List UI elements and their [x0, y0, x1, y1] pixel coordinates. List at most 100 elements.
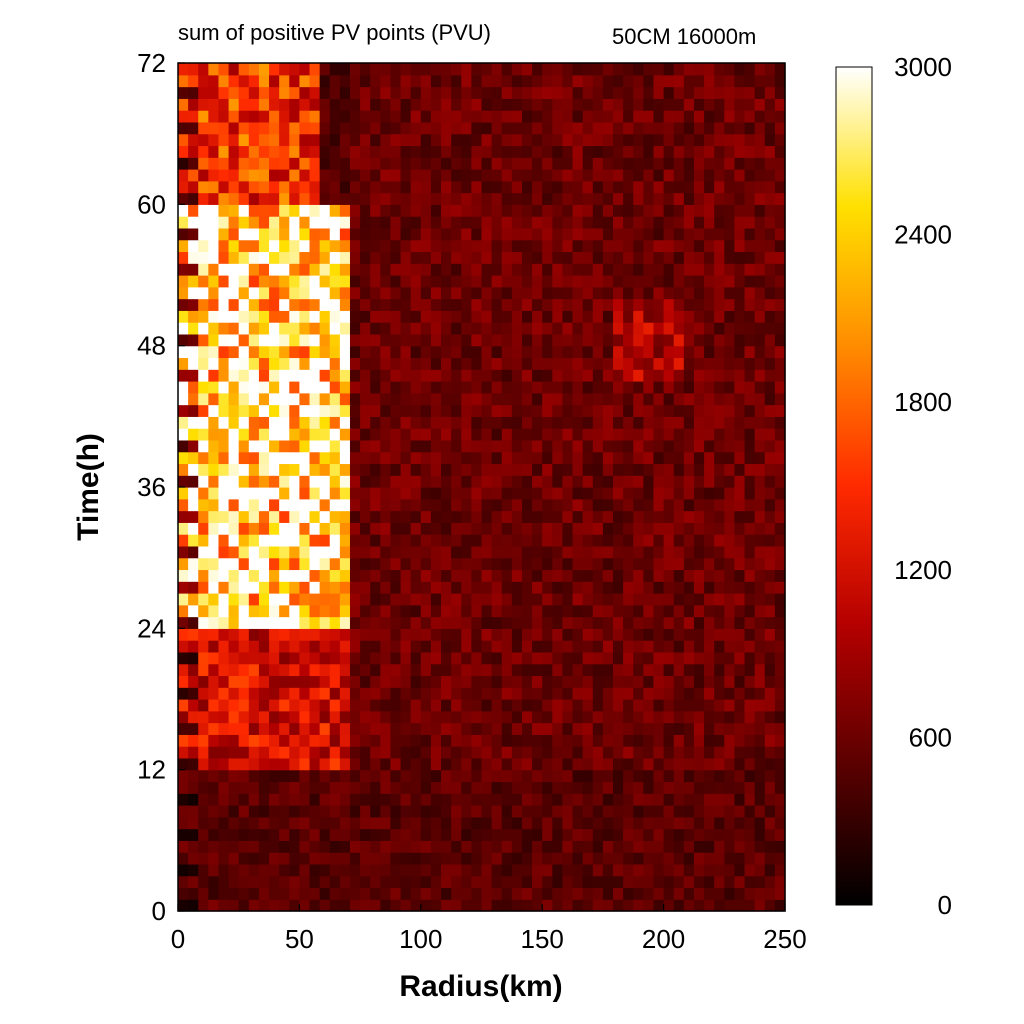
heatmap-cell [390, 263, 402, 276]
heatmap-cell [653, 428, 665, 441]
heatmap-cell [683, 663, 695, 677]
heatmap-cell [491, 722, 503, 735]
heatmap-cell [481, 805, 493, 818]
heatmap-cell [572, 710, 584, 724]
heatmap-cell [481, 534, 493, 547]
heatmap-cell [714, 875, 725, 889]
heatmap-cell [228, 781, 240, 794]
heatmap-cell [430, 510, 442, 523]
heatmap-cell [410, 463, 422, 476]
heatmap-cell [339, 887, 351, 900]
heatmap-cell [481, 557, 493, 571]
heatmap-cell [491, 899, 503, 912]
heatmap-cell [744, 746, 756, 759]
heatmap-cell [511, 475, 523, 488]
heatmap-cell [653, 204, 665, 217]
heatmap-cell [178, 757, 189, 771]
heatmap-cell [613, 651, 624, 665]
heatmap-cell [420, 216, 432, 229]
heatmap-cell [532, 640, 543, 653]
heatmap-cell [370, 522, 381, 535]
heatmap-cell [643, 98, 655, 111]
heatmap-cell [511, 581, 523, 594]
heatmap-cell [521, 816, 533, 830]
heatmap-cell [178, 63, 189, 76]
heatmap-cell [663, 133, 675, 147]
heatmap-cell [542, 899, 553, 912]
heatmap-cell [289, 133, 300, 147]
heatmap-cell [663, 628, 675, 641]
heatmap-cell [734, 239, 746, 253]
heatmap-cell [339, 157, 351, 170]
heatmap-cell [623, 899, 634, 912]
heatmap-cell [269, 381, 280, 394]
heatmap-cell [552, 239, 564, 253]
heatmap-cell [410, 381, 422, 394]
heatmap-cell [430, 463, 442, 476]
heatmap-cell [329, 322, 341, 335]
heatmap-cell [744, 98, 756, 111]
heatmap-cell [218, 710, 230, 724]
heatmap-cell [613, 392, 624, 406]
heatmap-cell [339, 239, 351, 253]
heatmap-cell [279, 687, 290, 700]
heatmap-cell [420, 651, 432, 665]
heatmap-cell [309, 145, 321, 158]
heatmap-cell [613, 298, 624, 311]
y-tick-label: 48 [137, 331, 166, 361]
heatmap-cell [552, 251, 564, 264]
heatmap-cell [339, 781, 351, 794]
heatmap-cell [228, 557, 240, 571]
heatmap-cell [562, 121, 574, 135]
heatmap-cell [269, 180, 280, 194]
heatmap-cell [461, 110, 472, 123]
heatmap-cell [461, 216, 472, 229]
heatmap-cell [360, 722, 371, 735]
heatmap-cell [693, 322, 705, 335]
heatmap-cell [178, 899, 189, 912]
heatmap-cell [643, 404, 655, 417]
heatmap-cell [420, 487, 432, 500]
heatmap-cell [734, 369, 746, 382]
heatmap-cell [673, 404, 685, 417]
heatmap-cell [471, 875, 483, 889]
heatmap-cell [774, 369, 786, 382]
heatmap-cell [582, 640, 594, 653]
heatmap-cell [258, 828, 270, 841]
heatmap-cell [188, 310, 199, 323]
heatmap-cell [208, 699, 220, 712]
heatmap-cell [602, 899, 614, 912]
heatmap-cell [724, 333, 736, 347]
heatmap-cell [451, 581, 462, 594]
heatmap-cell [178, 333, 189, 347]
heatmap-cell [360, 828, 371, 841]
heatmap-cell [764, 816, 776, 830]
heatmap-cell [643, 298, 655, 311]
heatmap-cell [441, 593, 452, 606]
heatmap-cell [693, 663, 705, 677]
heatmap-cell [613, 887, 624, 900]
heatmap-cell [491, 98, 503, 111]
heatmap-cell [178, 793, 189, 806]
heatmap-cell [613, 133, 624, 147]
heatmap-cell [279, 121, 290, 135]
heatmap-cell [623, 534, 634, 547]
heatmap-cell [734, 157, 746, 170]
heatmap-cell [238, 663, 250, 677]
heatmap-cell [279, 133, 290, 147]
heatmap-cell [623, 722, 634, 735]
heatmap-cell [623, 216, 634, 229]
heatmap-cell [501, 169, 513, 182]
heatmap-cell [754, 145, 766, 158]
heatmap-cell [238, 651, 250, 665]
heatmap-cell [309, 875, 321, 889]
heatmap-cell [714, 404, 725, 417]
heatmap-cell [521, 392, 533, 406]
heatmap-cell [319, 204, 331, 217]
heatmap-cell [774, 899, 786, 912]
heatmap-cell [228, 863, 240, 877]
heatmap-cell [471, 145, 483, 158]
heatmap-cell [552, 545, 564, 559]
heatmap-cell [754, 722, 766, 735]
heatmap-cell [471, 734, 483, 747]
